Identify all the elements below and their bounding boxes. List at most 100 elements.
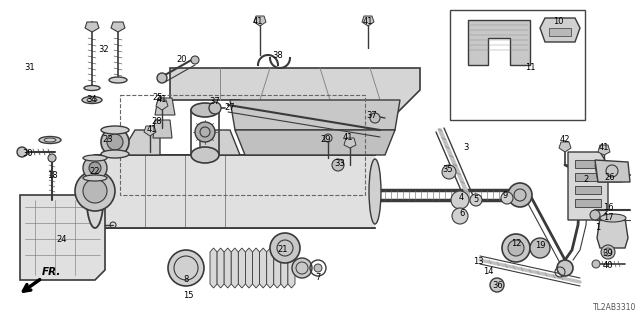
Text: 32: 32 xyxy=(99,45,109,54)
Circle shape xyxy=(191,56,199,64)
Text: 41: 41 xyxy=(343,133,353,142)
Text: 37: 37 xyxy=(210,98,220,107)
Circle shape xyxy=(209,102,221,114)
Text: 35: 35 xyxy=(443,165,453,174)
Polygon shape xyxy=(230,100,400,130)
Polygon shape xyxy=(224,248,231,288)
Polygon shape xyxy=(144,126,156,136)
Polygon shape xyxy=(597,218,628,248)
Bar xyxy=(120,95,365,195)
Circle shape xyxy=(195,122,215,142)
Circle shape xyxy=(592,260,600,268)
Circle shape xyxy=(590,210,600,220)
Text: 18: 18 xyxy=(47,171,58,180)
Polygon shape xyxy=(468,20,530,65)
Polygon shape xyxy=(200,130,240,155)
Text: 41: 41 xyxy=(157,95,167,105)
Text: 24: 24 xyxy=(57,236,67,244)
Circle shape xyxy=(332,159,344,171)
Text: 17: 17 xyxy=(603,213,613,222)
Circle shape xyxy=(157,73,167,83)
Circle shape xyxy=(508,183,532,207)
Text: 42: 42 xyxy=(560,135,570,145)
Text: 22: 22 xyxy=(90,167,100,177)
Text: 13: 13 xyxy=(473,258,483,267)
Circle shape xyxy=(314,264,322,272)
Polygon shape xyxy=(260,248,267,288)
Polygon shape xyxy=(111,22,125,32)
Polygon shape xyxy=(344,138,356,148)
Polygon shape xyxy=(120,130,160,155)
Circle shape xyxy=(107,134,123,150)
Text: 34: 34 xyxy=(86,95,97,105)
Polygon shape xyxy=(274,248,281,288)
Text: 21: 21 xyxy=(278,245,288,254)
Polygon shape xyxy=(559,142,571,152)
Polygon shape xyxy=(20,195,105,280)
Text: 38: 38 xyxy=(273,52,284,60)
Circle shape xyxy=(270,233,300,263)
Bar xyxy=(575,186,601,194)
Polygon shape xyxy=(568,152,608,220)
Polygon shape xyxy=(267,248,274,288)
Circle shape xyxy=(501,192,513,204)
Text: 41: 41 xyxy=(253,18,263,27)
Bar xyxy=(575,199,601,207)
Text: 41: 41 xyxy=(363,18,373,27)
Circle shape xyxy=(324,134,332,142)
Text: 33: 33 xyxy=(335,159,346,169)
Ellipse shape xyxy=(191,103,219,117)
Text: FR.: FR. xyxy=(42,267,61,277)
Text: 39: 39 xyxy=(603,250,613,259)
Ellipse shape xyxy=(83,155,107,161)
Text: 25: 25 xyxy=(153,93,163,102)
Bar xyxy=(575,173,601,181)
Text: 10: 10 xyxy=(553,18,563,27)
Text: 6: 6 xyxy=(460,210,465,219)
Circle shape xyxy=(75,171,115,211)
Circle shape xyxy=(452,208,468,224)
Ellipse shape xyxy=(101,150,129,158)
Ellipse shape xyxy=(191,147,219,163)
Polygon shape xyxy=(231,248,238,288)
Circle shape xyxy=(490,278,504,292)
Polygon shape xyxy=(595,165,622,182)
Polygon shape xyxy=(85,22,99,32)
Circle shape xyxy=(83,179,107,203)
Polygon shape xyxy=(253,248,260,288)
Text: 15: 15 xyxy=(183,292,193,300)
Circle shape xyxy=(83,156,107,180)
Circle shape xyxy=(370,113,380,123)
Text: TL2AB3310: TL2AB3310 xyxy=(593,303,637,313)
Polygon shape xyxy=(288,248,295,288)
Text: 37: 37 xyxy=(367,111,378,121)
Text: 29: 29 xyxy=(321,135,332,145)
Polygon shape xyxy=(238,248,245,288)
Text: 41: 41 xyxy=(599,143,609,153)
Text: 41: 41 xyxy=(147,125,157,134)
Bar xyxy=(549,28,571,36)
Polygon shape xyxy=(217,248,224,288)
Text: 40: 40 xyxy=(603,261,613,270)
Polygon shape xyxy=(598,145,610,155)
Ellipse shape xyxy=(83,175,107,181)
Text: 28: 28 xyxy=(152,117,163,126)
Text: 16: 16 xyxy=(603,204,613,212)
Polygon shape xyxy=(362,16,374,26)
Text: 31: 31 xyxy=(25,63,35,73)
Ellipse shape xyxy=(39,137,61,143)
Polygon shape xyxy=(210,248,217,288)
Text: 1: 1 xyxy=(595,223,600,233)
Polygon shape xyxy=(254,16,266,26)
Polygon shape xyxy=(245,248,253,288)
Polygon shape xyxy=(153,120,172,138)
Text: 8: 8 xyxy=(183,276,189,284)
Circle shape xyxy=(601,245,615,259)
Polygon shape xyxy=(235,130,395,155)
Text: 20: 20 xyxy=(177,55,188,65)
Circle shape xyxy=(442,165,456,179)
Circle shape xyxy=(451,191,469,209)
Ellipse shape xyxy=(369,159,381,224)
Bar xyxy=(450,10,585,120)
Polygon shape xyxy=(170,68,420,130)
